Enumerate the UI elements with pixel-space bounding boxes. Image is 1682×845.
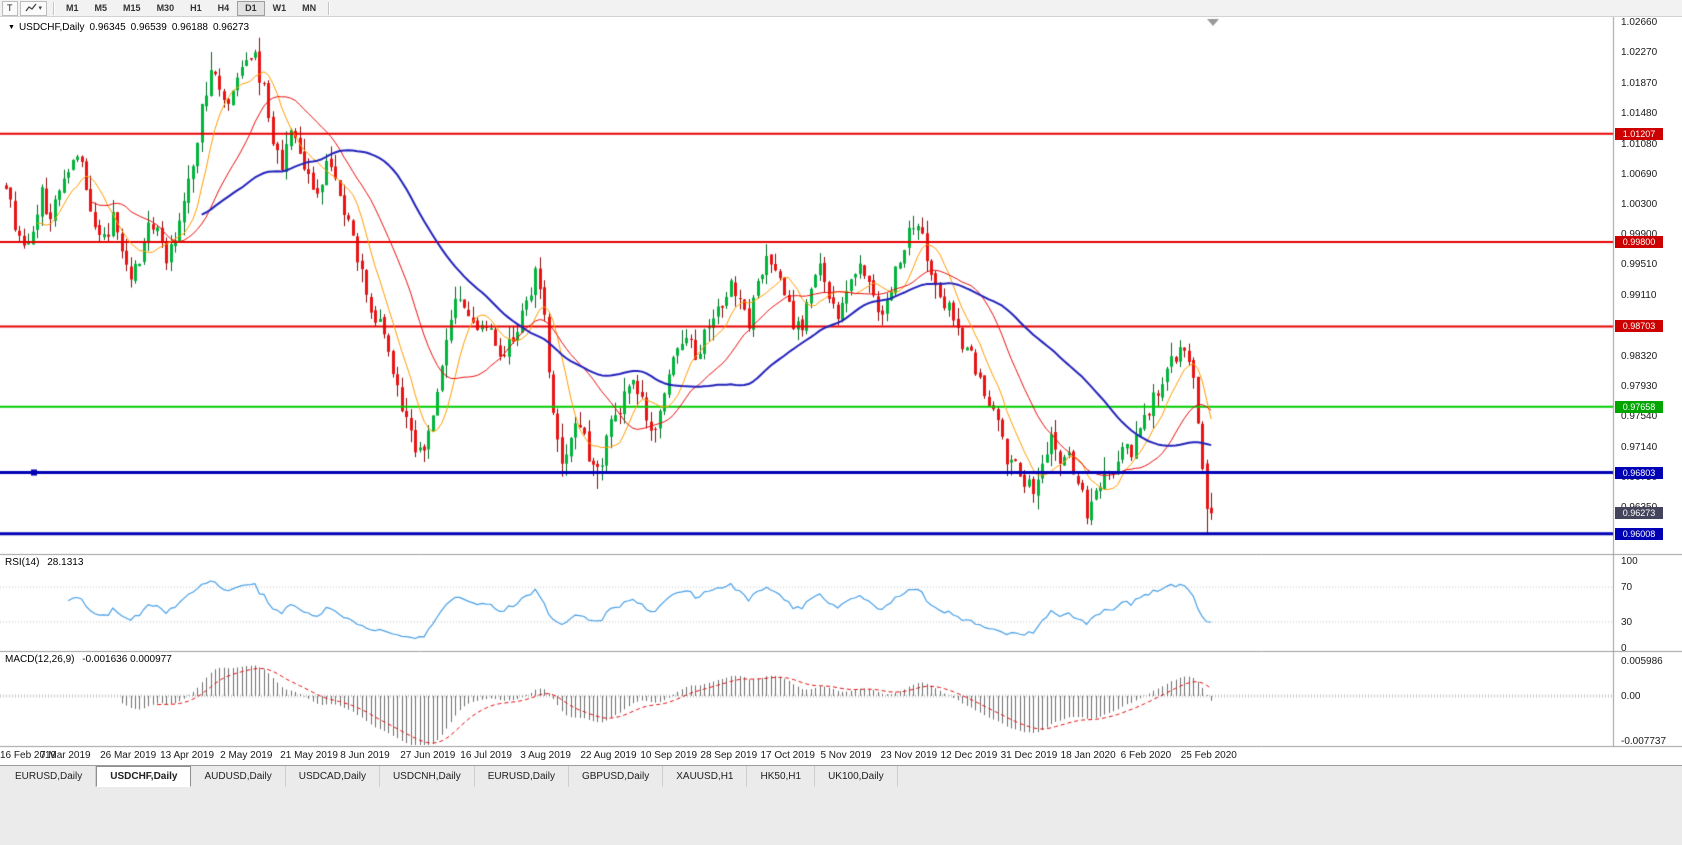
time-axis-label: 10 Sep 2019 [640,750,698,761]
price-axis-tick: 1.01480 [1621,107,1658,119]
time-axis-label: 3 Aug 2019 [520,750,571,761]
chart-tab-3-usdcad-daily[interactable]: USDCAD,Daily [286,766,380,787]
price-tag-0.96008: 0.96008 [1615,527,1663,540]
macd-values: -0.001636 0.000977 [82,654,172,665]
timeframe-button-m30[interactable]: M30 [156,3,175,13]
dropdown-caret-icon: ▾ [38,5,43,12]
time-axis-label: 17 Oct 2019 [760,750,815,761]
price-axis-tick: 0.97140 [1621,441,1658,453]
price-tag-0.96803: 0.96803 [1615,466,1663,479]
timeframe-button-m1[interactable]: M1 [66,3,79,13]
price-axis-tick: 0.99900 [1621,229,1658,241]
time-axis-label: 7 Mar 2019 [40,750,91,761]
timeframe-group: M1 M5 M15 M30 H1 H4 D1 W1 MN [58,0,324,16]
rsi-name: RSI(14) [5,557,40,568]
time-axis-label: 2 May 2019 [220,750,273,761]
time-axis-label: 23 Nov 2019 [880,750,938,761]
timeframe-button-d1[interactable]: D1 [237,0,265,16]
timeframe-button-mn[interactable]: MN [302,3,317,13]
price-axis-tick: 1.00300 [1621,198,1658,210]
symbol-caret-icon: ▼ [8,24,15,31]
price-tag-0.98703: 0.98703 [1615,320,1663,333]
ohlc-open: 0.96345 [89,22,126,33]
price-axis[interactable]: 1.02660 1.02270 1.01870 1.01480 1.01080 1.006… [1613,17,1682,765]
time-axis-label: 5 Nov 2019 [820,750,872,761]
time-axis[interactable]: 16 Feb 2019 7 Mar 2019 26 Mar 2019 13 Apr 2… [0,747,1613,765]
time-axis-label: 18 Jan 2020 [1060,750,1116,761]
chart-tab-5-eurusd-daily[interactable]: EURUSD,Daily [475,766,569,787]
chart-tab-8-hk50-h1[interactable]: HK50,H1 [747,766,816,787]
time-axis-label: 12 Dec 2019 [940,750,998,761]
macd-indicator-label: MACD(12,26,9) -0.001636 0.000977 [5,654,177,665]
time-axis-label: 31 Dec 2019 [1000,750,1058,761]
macd-axis-tick: 0.00 [1621,690,1641,702]
chart-window: ▼ USDCHF,Daily 0.96345 0.96539 0.96188 0… [0,17,1682,765]
chart-tab-7-xauusd-h1[interactable]: XAUUSD,H1 [663,766,748,787]
price-tag-0.99800: 0.99800 [1615,236,1663,248]
trendline-tool-icon [24,3,37,12]
rsi-axis-tick: 0 [1621,643,1627,654]
price-axis-tick: 1.00690 [1621,168,1658,180]
ohlc-close: 0.96273 [212,22,250,33]
price-axis-tick: 0.97540 [1621,410,1658,422]
text-tool-button[interactable]: T [2,0,18,16]
macd-axis-tick: -0.007737 [1621,736,1667,747]
rsi-axis-tick: 70 [1621,582,1633,594]
time-axis-label: 27 Jun 2019 [400,750,456,761]
current-price-tag: 0.96273 [1615,507,1663,520]
time-axis-label: 28 Sep 2019 [700,750,758,761]
chart-ohlc-readout: ▼ USDCHF,Daily 0.96345 0.96539 0.96188 0… [8,22,254,33]
chart-tab-2-audusd-daily[interactable]: AUDUSD,Daily [191,766,286,787]
rsi-axis-tick: 100 [1621,556,1638,567]
time-axis-label: 13 Apr 2019 [160,750,215,761]
price-tag-1.01207: 1.01207 [1615,127,1663,140]
ohlc-high: 0.96539 [130,22,167,33]
macd-name: MACD(12,26,9) [5,654,75,665]
price-chart-canvas[interactable] [0,17,1682,765]
toolbar: T ▾ M1 M5 M15 M30 H1 H4 D1 W1 MN [0,0,1682,17]
time-axis-label: 6 Feb 2020 [1120,750,1172,761]
time-axis-label: 21 May 2019 [280,750,338,761]
toolbar-separator [328,1,330,15]
rsi-value: 28.1313 [47,557,84,568]
cursor-tool-button[interactable]: ▾ [19,0,48,16]
timeframe-button-m5[interactable]: M5 [94,3,108,13]
price-axis-tick: 0.98320 [1621,350,1658,362]
price-axis-tick: 1.01080 [1621,138,1658,150]
chart-tab-6-gbpusd-daily[interactable]: GBPUSD,Daily [569,766,664,787]
price-axis-tick: 0.99110 [1621,290,1657,302]
rsi-axis-tick: 30 [1621,616,1633,628]
price-axis-tick: 1.01870 [1621,77,1658,89]
toolbar-separator [53,1,55,15]
chart-tab-4-usdcnh-daily[interactable]: USDCNH,Daily [380,766,475,787]
price-tag-0.97658: 0.97658 [1615,400,1663,413]
time-axis-label: 16 Feb 2019 [0,750,57,761]
timeframe-button-m15[interactable]: M15 [123,3,141,13]
time-axis-label: 26 Mar 2019 [100,750,157,761]
timeframe-button-h1[interactable]: H1 [190,3,202,13]
chart-tabs: EURUSD,Daily USDCHF,Daily AUDUSD,Daily USDC… [0,766,1682,787]
ohlc-low: 0.96188 [171,22,208,33]
price-axis-tick: 0.99510 [1621,259,1658,271]
price-axis-tick: 1.02270 [1621,47,1658,58]
macd-axis-tick: 0.005986 [1621,656,1663,667]
time-axis-label: 8 Jun 2019 [340,750,390,761]
timeframe-button-h4[interactable]: H4 [217,3,230,13]
rsi-indicator-label: RSI(14) 28.1313 [5,557,88,568]
chart-tab-1-usdchf-daily[interactable]: USDCHF,Daily [96,766,192,787]
price-axis-tick: 0.97930 [1621,380,1658,392]
chart-tab-9-uk100-daily[interactable]: UK100,Daily [815,766,898,787]
chart-tab-0-eurusd-daily[interactable]: EURUSD,Daily [2,766,97,787]
time-axis-label: 16 Jul 2019 [460,750,512,761]
time-axis-label: 25 Feb 2020 [1180,750,1237,761]
time-axis-label: 22 Aug 2019 [580,750,637,761]
chart-symbol-label: USDCHF,Daily [18,22,85,33]
timeframe-button-w1[interactable]: W1 [272,3,287,13]
bottom-bar: EURUSD,Daily USDCHF,Daily AUDUSD,Daily USDC… [0,765,1682,845]
price-axis-tick: 1.02660 [1621,17,1658,28]
